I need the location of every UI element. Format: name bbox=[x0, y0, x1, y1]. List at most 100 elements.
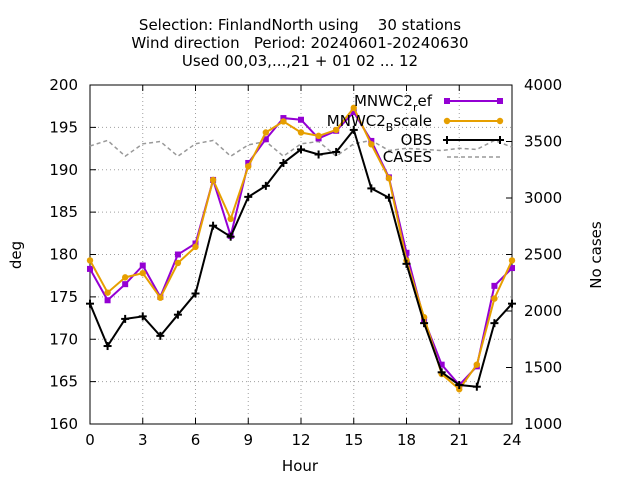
legend-entry: CASES bbox=[383, 148, 500, 166]
data-point bbox=[138, 312, 147, 321]
data-point bbox=[104, 289, 111, 296]
data-point bbox=[104, 297, 111, 304]
data-point bbox=[438, 361, 445, 368]
x-tick-label: 21 bbox=[450, 431, 469, 449]
chart-title: Selection: FinlandNorth using 30 station… bbox=[131, 16, 468, 70]
data-point bbox=[245, 163, 252, 170]
data-point bbox=[226, 232, 235, 241]
data-point bbox=[332, 147, 341, 156]
x-tick-label: 12 bbox=[291, 431, 310, 449]
data-point bbox=[87, 265, 93, 272]
y-tick-label: 195 bbox=[49, 118, 78, 136]
data-point bbox=[403, 249, 410, 256]
data-point bbox=[209, 221, 218, 230]
data-point bbox=[490, 319, 499, 328]
data-point bbox=[261, 181, 270, 190]
x-tick-label: 9 bbox=[243, 431, 253, 449]
data-point bbox=[385, 175, 393, 182]
data-point bbox=[332, 126, 340, 134]
data-point bbox=[209, 176, 217, 184]
chart-title-line-1: Selection: FinlandNorth using 30 station… bbox=[139, 16, 461, 34]
x-tick-label: 24 bbox=[502, 431, 521, 449]
data-point bbox=[456, 386, 463, 393]
data-point bbox=[262, 129, 270, 136]
series-obs bbox=[86, 125, 516, 391]
y-tick-label: 170 bbox=[49, 330, 78, 348]
data-point bbox=[314, 150, 323, 159]
legend-label: MNWC2ref bbox=[354, 92, 433, 114]
x-tick-label: 0 bbox=[85, 431, 95, 449]
data-point bbox=[297, 145, 305, 154]
data-point bbox=[262, 136, 269, 143]
data-point bbox=[139, 262, 146, 269]
data-point bbox=[103, 342, 112, 351]
axis-ticks: 0 3 6 9 12 15 18 21 24 160 165 170 175 180 185 190 195 20… bbox=[49, 76, 562, 449]
legend-marker bbox=[443, 117, 451, 125]
data-point bbox=[491, 295, 498, 302]
data-point bbox=[368, 141, 375, 148]
chart-title-line-3: Used 00,03,...,21 + 01 02 ... 12 bbox=[182, 52, 418, 70]
y2-tick-label: 4000 bbox=[524, 76, 562, 94]
y-axis-label: deg bbox=[7, 241, 25, 269]
data-point bbox=[279, 158, 288, 167]
data-point bbox=[472, 382, 481, 391]
data-point bbox=[297, 129, 305, 136]
data-point bbox=[420, 319, 429, 328]
legend-marker bbox=[497, 98, 503, 104]
data-point bbox=[191, 289, 200, 298]
grid bbox=[90, 85, 512, 424]
y2-tick-label: 1500 bbox=[524, 359, 562, 377]
y2-tick-label: 3500 bbox=[524, 133, 562, 151]
y-tick-label: 165 bbox=[49, 373, 78, 391]
data-point bbox=[350, 109, 357, 116]
data-point bbox=[192, 243, 199, 251]
data-point bbox=[156, 331, 165, 340]
legend-entry: OBS bbox=[401, 131, 504, 149]
data-point bbox=[122, 281, 129, 288]
data-point bbox=[367, 184, 376, 193]
legend-label: MNWC2Bscale bbox=[327, 112, 432, 134]
y-tick-label: 160 bbox=[49, 415, 78, 433]
x-tick-label: 15 bbox=[344, 431, 363, 449]
data-point bbox=[157, 294, 164, 301]
legend-marker bbox=[496, 136, 504, 144]
data-point bbox=[437, 368, 446, 377]
x-tick-label: 18 bbox=[397, 431, 416, 449]
y2-tick-label: 2500 bbox=[524, 246, 562, 264]
data-point bbox=[350, 104, 357, 112]
y-tick-label: 190 bbox=[49, 161, 78, 179]
data-point bbox=[227, 215, 234, 223]
legend-entry: MNWC2ref bbox=[354, 92, 503, 114]
data-point bbox=[245, 159, 252, 166]
series-layer bbox=[86, 104, 516, 393]
y2-tick-label: 3000 bbox=[524, 189, 562, 207]
y-tick-label: 180 bbox=[49, 246, 78, 264]
y2-axis-label: No cases bbox=[587, 221, 605, 289]
legend-marker bbox=[443, 136, 451, 144]
legend-entry: MNWC2Bscale bbox=[327, 112, 504, 134]
data-point bbox=[315, 132, 322, 140]
legend-label: CASES bbox=[383, 148, 432, 166]
data-point bbox=[402, 259, 411, 268]
data-point bbox=[139, 269, 146, 277]
y2-tick-label: 2000 bbox=[524, 302, 562, 320]
y2-tick-label: 1000 bbox=[524, 415, 562, 433]
data-point bbox=[508, 299, 516, 308]
data-point bbox=[368, 137, 375, 144]
data-point bbox=[174, 259, 182, 267]
data-point bbox=[173, 310, 182, 319]
x-tick-label: 3 bbox=[138, 431, 148, 449]
legend-marker bbox=[496, 117, 504, 125]
data-point bbox=[508, 257, 516, 264]
data-point bbox=[509, 265, 515, 272]
data-point bbox=[455, 381, 464, 390]
data-point bbox=[244, 192, 253, 201]
y-tick-label: 175 bbox=[49, 288, 78, 306]
series-line bbox=[89, 127, 513, 388]
y-tick-label: 185 bbox=[49, 203, 78, 221]
data-point bbox=[174, 251, 181, 258]
data-point bbox=[121, 314, 130, 323]
data-point bbox=[491, 282, 498, 289]
